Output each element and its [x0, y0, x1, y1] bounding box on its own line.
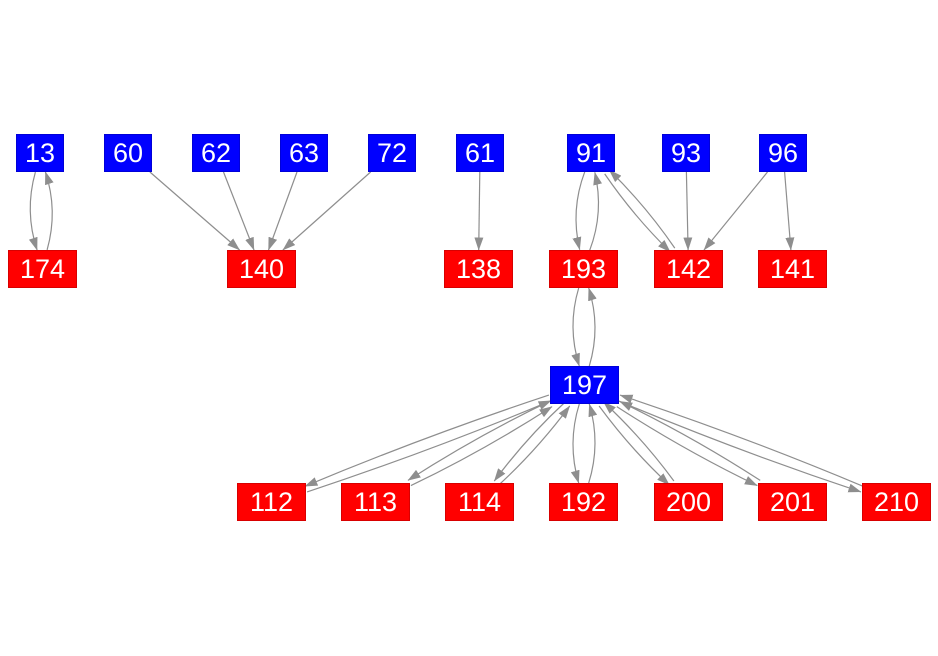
- edge-114-197: [498, 405, 571, 486]
- node-193[interactable]: 193: [549, 250, 618, 288]
- node-140[interactable]: 140: [227, 250, 296, 288]
- edge-193-197: [571, 287, 580, 367]
- edge-197-192: [570, 403, 580, 484]
- edge-60-140: [149, 171, 240, 251]
- edge-197-114: [493, 401, 566, 482]
- node-91[interactable]: 91: [567, 134, 615, 172]
- node-13[interactable]: 13: [16, 134, 64, 172]
- edge-113-197: [410, 406, 553, 487]
- node-174[interactable]: 174: [8, 250, 77, 288]
- node-113[interactable]: 113: [341, 483, 410, 521]
- edge-197-112: [304, 394, 550, 487]
- node-192[interactable]: 192: [549, 483, 618, 521]
- edge-197-193: [588, 287, 597, 367]
- node-200[interactable]: 200: [654, 483, 723, 521]
- edge-93-142: [683, 171, 693, 251]
- edge-96-142: [703, 171, 768, 251]
- node-93[interactable]: 93: [662, 134, 710, 172]
- node-114[interactable]: 114: [445, 483, 514, 521]
- edge-91-193: [572, 171, 586, 251]
- edge-96-141: [784, 171, 795, 251]
- edge-197-200: [598, 405, 670, 486]
- edge-72-140: [282, 171, 371, 251]
- edge-13-174: [28, 171, 38, 251]
- edge-61-138: [474, 171, 484, 251]
- node-112[interactable]: 112: [237, 483, 306, 521]
- node-197[interactable]: 197: [550, 366, 619, 404]
- edge-192-197: [588, 403, 598, 484]
- edge-197-113: [407, 400, 550, 481]
- node-201[interactable]: 201: [758, 483, 827, 521]
- edge-197-201: [616, 406, 758, 487]
- edge-197-210: [617, 400, 862, 493]
- edge-210-197: [619, 394, 864, 487]
- edge-63-140: [267, 171, 298, 251]
- node-60[interactable]: 60: [104, 134, 152, 172]
- node-72[interactable]: 72: [368, 134, 416, 172]
- node-210[interactable]: 210: [862, 483, 931, 521]
- edge-91-142: [604, 173, 671, 253]
- node-96[interactable]: 96: [759, 134, 807, 172]
- node-62[interactable]: 62: [192, 134, 240, 172]
- edge-193-91: [589, 171, 603, 251]
- edge-200-197: [603, 401, 675, 482]
- edge-62-140: [222, 171, 255, 251]
- edge-201-197: [619, 400, 761, 481]
- node-142[interactable]: 142: [654, 250, 723, 288]
- edge-112-197: [306, 400, 552, 493]
- edge-142-91: [608, 169, 676, 249]
- edge-174-13: [44, 171, 54, 251]
- node-141[interactable]: 141: [758, 250, 827, 288]
- node-61[interactable]: 61: [456, 134, 504, 172]
- node-138[interactable]: 138: [444, 250, 513, 288]
- node-63[interactable]: 63: [280, 134, 328, 172]
